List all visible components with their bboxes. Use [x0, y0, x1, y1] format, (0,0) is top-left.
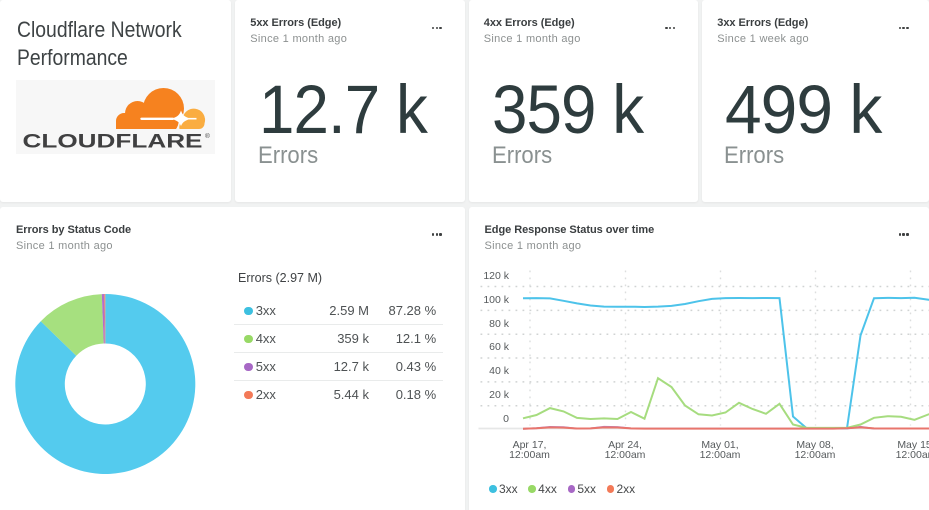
svg-text:®: ® [205, 132, 210, 140]
svg-text:CLOUDFLARE: CLOUDFLARE [23, 131, 203, 153]
